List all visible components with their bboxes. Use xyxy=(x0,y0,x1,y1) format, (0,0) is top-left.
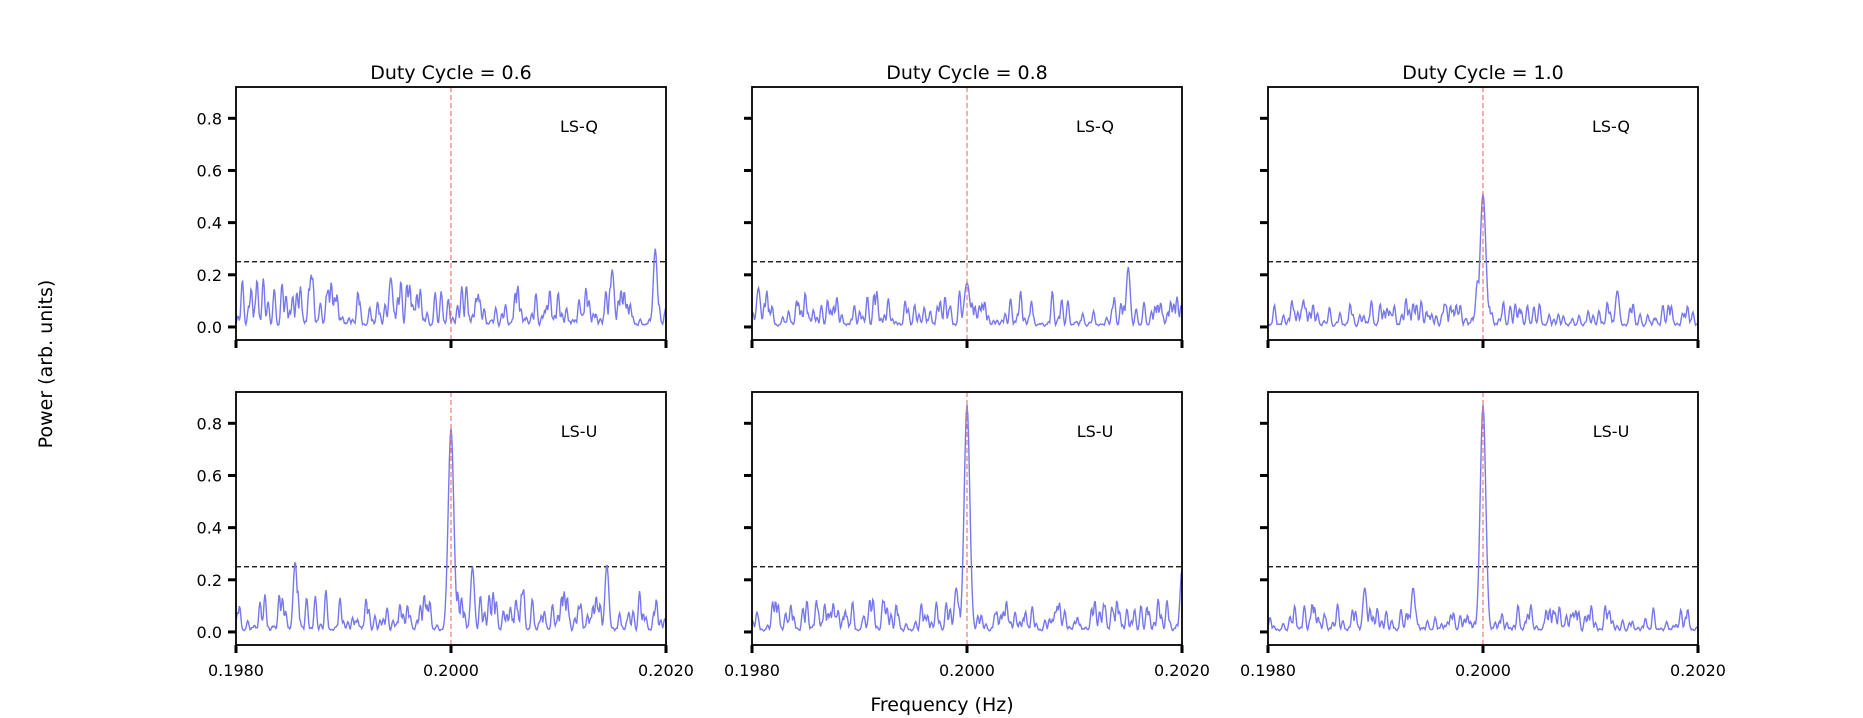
panel-frame xyxy=(235,86,667,341)
panel-title: Duty Cycle = 0.6 xyxy=(370,62,532,84)
panel-label: LS-Q xyxy=(1592,117,1630,136)
x-tick-label: 0.2000 xyxy=(423,661,479,680)
panel-label: LS-Q xyxy=(560,117,598,136)
panel-5: 0.1980 0.2000 0.2020 LS-U xyxy=(1240,391,1726,680)
panel-label: LS-U xyxy=(1593,422,1630,441)
panel-frame xyxy=(1267,86,1699,341)
y-tick-label: 0.2 xyxy=(197,571,222,590)
panel-1: Duty Cycle = 0.8 LS-Q xyxy=(744,62,1184,348)
y-axis-label: Power (arb. units) xyxy=(35,280,57,449)
panel-label: LS-Q xyxy=(1076,117,1114,136)
panel-frame xyxy=(1267,391,1699,646)
x-tick-label: 0.2020 xyxy=(1154,661,1210,680)
panel-label: LS-U xyxy=(561,422,598,441)
x-tick-label: 0.2020 xyxy=(1670,661,1726,680)
y-tick-label: 0.6 xyxy=(197,466,222,485)
x-tick-label: 0.1980 xyxy=(208,661,264,680)
x-tick-label: 0.1980 xyxy=(724,661,780,680)
panel-0: 0.0 0.2 0.4 0.6 0.8 Duty Cycle = 0.6 LS-Q xyxy=(197,62,668,348)
y-tick-label: 0.0 xyxy=(197,623,222,642)
panel-frame xyxy=(751,86,1183,341)
y-tick-label: 0.4 xyxy=(197,214,222,233)
x-axis-label: Frequency (Hz) xyxy=(870,694,1013,716)
x-tick-label: 0.1980 xyxy=(1240,661,1296,680)
panel-2: Duty Cycle = 1.0 LS-Q xyxy=(1260,62,1700,348)
panel-label: LS-U xyxy=(1077,422,1114,441)
power-spectrum-line xyxy=(1268,404,1698,633)
panel-title: Duty Cycle = 0.8 xyxy=(886,62,1048,84)
x-tick-label: 0.2000 xyxy=(939,661,995,680)
y-tick-label: 0.8 xyxy=(197,109,222,128)
panel-4: 0.1980 0.2000 0.2020 LS-U xyxy=(724,391,1210,680)
x-tick-label: 0.2020 xyxy=(638,661,694,680)
panel-3: 0.0 0.2 0.4 0.6 0.8 0.1980 0.2000 0.2020 LS-U xyxy=(197,391,694,680)
y-tick-label: 0.4 xyxy=(197,519,222,538)
power-spectrum-line xyxy=(752,404,1182,633)
y-tick-label: 0.6 xyxy=(197,161,222,180)
y-tick-label: 0.2 xyxy=(197,266,222,285)
panel-title: Duty Cycle = 1.0 xyxy=(1402,62,1564,84)
y-tick-label: 0.0 xyxy=(197,318,222,337)
x-tick-label: 0.2000 xyxy=(1455,661,1511,680)
y-tick-label: 0.8 xyxy=(197,414,222,433)
